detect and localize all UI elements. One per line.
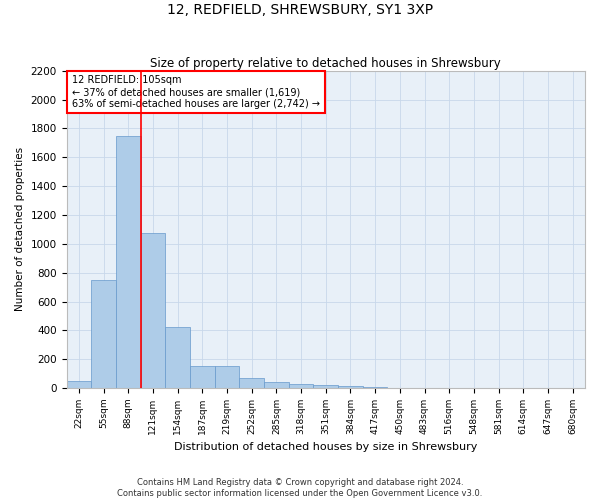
Bar — [91, 280, 116, 388]
Text: 12 REDFIELD: 105sqm
← 37% of detached houses are smaller (1,619)
63% of semi-det: 12 REDFIELD: 105sqm ← 37% of detached ho… — [72, 76, 320, 108]
Title: Size of property relative to detached houses in Shrewsbury: Size of property relative to detached ho… — [151, 56, 501, 70]
Text: Contains HM Land Registry data © Crown copyright and database right 2024.
Contai: Contains HM Land Registry data © Crown c… — [118, 478, 482, 498]
X-axis label: Distribution of detached houses by size in Shrewsbury: Distribution of detached houses by size … — [174, 442, 478, 452]
Bar — [165, 327, 190, 388]
Bar — [338, 386, 363, 388]
Bar — [313, 385, 338, 388]
Bar — [140, 233, 165, 388]
Bar — [67, 381, 91, 388]
Y-axis label: Number of detached properties: Number of detached properties — [15, 148, 25, 312]
Bar — [215, 366, 239, 388]
Bar — [239, 378, 264, 388]
Bar — [264, 382, 289, 388]
Bar — [190, 366, 215, 388]
Bar — [116, 136, 140, 388]
Text: 12, REDFIELD, SHREWSBURY, SY1 3XP: 12, REDFIELD, SHREWSBURY, SY1 3XP — [167, 2, 433, 16]
Bar — [363, 386, 388, 388]
Bar — [289, 384, 313, 388]
